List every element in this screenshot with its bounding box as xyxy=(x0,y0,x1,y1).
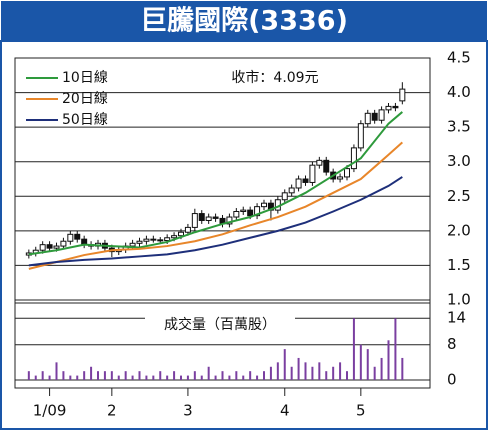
candle-body xyxy=(212,216,219,219)
candle-body xyxy=(240,209,247,212)
y-tick-label: 4.5 xyxy=(447,49,471,67)
candle-body xyxy=(46,244,53,249)
candle-body xyxy=(385,105,392,111)
candle-body xyxy=(288,187,295,194)
candle-body xyxy=(281,192,288,201)
x-tick-label: 3 xyxy=(183,402,193,420)
volume-tick-label: 14 xyxy=(447,309,466,327)
candle-body xyxy=(53,245,60,249)
candle-body xyxy=(143,238,150,242)
volume-tick-label: 0 xyxy=(447,371,457,389)
outer-frame xyxy=(0,40,488,430)
candle-body xyxy=(178,231,184,237)
candle-body xyxy=(344,168,350,178)
y-tick-label: 4.0 xyxy=(447,83,471,101)
candle-body xyxy=(309,164,316,183)
x-tick-label: 5 xyxy=(356,402,366,420)
y-tick-label: 2.5 xyxy=(447,187,471,205)
candle-body xyxy=(350,147,357,170)
candle-body xyxy=(150,238,157,241)
candle-body xyxy=(184,226,191,233)
candle-body xyxy=(136,240,143,244)
candle-body xyxy=(399,88,406,102)
candle-body xyxy=(392,105,399,109)
volume-label: 成交量（百萬股） xyxy=(164,316,276,333)
volume-tick-label: 8 xyxy=(447,335,457,353)
close-annotation: 收市：4.09元 xyxy=(231,69,318,86)
ma-line xyxy=(28,141,404,270)
candle-body xyxy=(39,244,46,251)
candle-body xyxy=(233,210,240,218)
candle-body xyxy=(247,209,254,217)
candle-body xyxy=(295,178,302,189)
legend-label: 20日線 xyxy=(62,91,108,107)
candle-body xyxy=(67,233,74,242)
candle-body xyxy=(74,233,81,240)
candle-body xyxy=(378,109,385,121)
y-tick-label: 3.5 xyxy=(447,118,471,136)
candle-body xyxy=(364,112,371,125)
candle-body xyxy=(171,235,178,239)
legend-label: 50日線 xyxy=(62,112,108,128)
legend-label: 10日線 xyxy=(62,70,108,86)
x-tick-label: 4 xyxy=(280,402,290,420)
candle-body xyxy=(129,242,136,247)
title-banner xyxy=(1,1,487,41)
candle-body xyxy=(226,216,233,225)
volume-label-bg xyxy=(145,316,295,334)
candle-body xyxy=(205,216,212,221)
candle-body xyxy=(302,178,309,183)
candle-body xyxy=(337,176,344,180)
chart-title: 巨騰國際(3336) xyxy=(140,6,348,37)
ma-line xyxy=(28,111,403,256)
candle-body xyxy=(191,213,198,228)
y-tick-label: 1.0 xyxy=(447,291,471,309)
candle-body xyxy=(198,213,205,221)
ma-line xyxy=(28,176,403,267)
x-tick-label: 2 xyxy=(107,402,117,420)
y-tick-label: 1.5 xyxy=(447,256,471,274)
y-tick-label: 3.0 xyxy=(447,152,471,170)
candle-body xyxy=(371,112,378,121)
candle-body xyxy=(60,240,67,247)
candle-body xyxy=(357,123,364,149)
candle-body xyxy=(254,206,261,217)
candle-body xyxy=(164,237,171,242)
y-tick-label: 2.0 xyxy=(447,221,471,239)
candle-body xyxy=(261,202,267,208)
candle-body xyxy=(316,159,323,166)
x-tick-label: 1/09 xyxy=(33,402,67,420)
candle-body xyxy=(323,159,330,173)
candle-body xyxy=(157,239,164,242)
